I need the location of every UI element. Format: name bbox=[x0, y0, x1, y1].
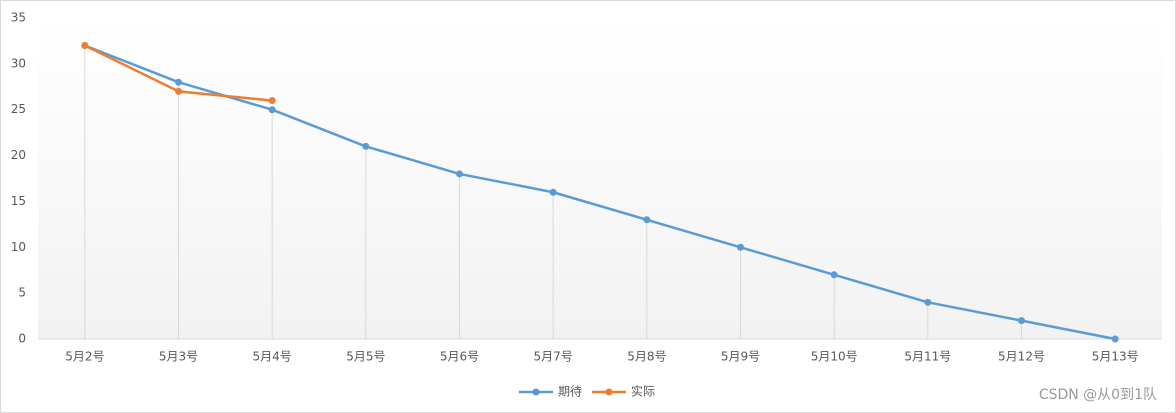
data-point bbox=[830, 271, 838, 279]
data-point bbox=[549, 188, 557, 196]
legend-marker bbox=[532, 388, 540, 396]
x-tick-label: 5月10号 bbox=[811, 350, 858, 364]
y-tick-label: 35 bbox=[11, 11, 26, 25]
data-point bbox=[924, 298, 932, 306]
data-point bbox=[175, 78, 182, 86]
x-tick-label: 5月12号 bbox=[998, 350, 1045, 364]
y-tick-label: 15 bbox=[11, 194, 26, 208]
data-point bbox=[362, 142, 370, 150]
x-tick-label: 5月3号 bbox=[159, 350, 198, 364]
watermark: CSDN @从0到1队 bbox=[1039, 387, 1157, 403]
x-tick-label: 5月2号 bbox=[65, 350, 104, 364]
x-tick-label: 5月4号 bbox=[253, 350, 292, 364]
y-tick-label: 0 bbox=[18, 332, 26, 346]
legend-label: 实际 bbox=[631, 384, 655, 399]
x-tick-label: 5月7号 bbox=[534, 350, 573, 364]
y-tick-label: 30 bbox=[11, 56, 26, 70]
legend-marker bbox=[605, 388, 613, 396]
x-tick-label: 5月9号 bbox=[721, 350, 760, 364]
data-point bbox=[81, 42, 89, 50]
plot-area bbox=[38, 18, 1162, 339]
data-point bbox=[456, 170, 463, 178]
data-point bbox=[643, 216, 651, 224]
x-tick-label: 5月6号 bbox=[440, 350, 479, 364]
data-point bbox=[1111, 335, 1119, 343]
x-tick-label: 5月11号 bbox=[904, 350, 951, 364]
data-point bbox=[268, 106, 276, 114]
data-point bbox=[175, 87, 182, 95]
x-tick-label: 5月8号 bbox=[627, 350, 666, 364]
y-tick-label: 25 bbox=[11, 102, 26, 116]
data-point bbox=[1018, 317, 1025, 325]
legend-label: 期待 bbox=[558, 385, 582, 399]
series-line bbox=[84, 44, 1116, 341]
x-tick-label: 5月13号 bbox=[1092, 350, 1139, 364]
data-point bbox=[737, 243, 744, 251]
y-tick-label: 10 bbox=[11, 240, 26, 254]
y-tick-label: 5 bbox=[18, 286, 26, 300]
data-point bbox=[268, 97, 276, 105]
x-tick-label: 5月5号 bbox=[346, 350, 385, 364]
y-tick-label: 20 bbox=[11, 148, 26, 162]
